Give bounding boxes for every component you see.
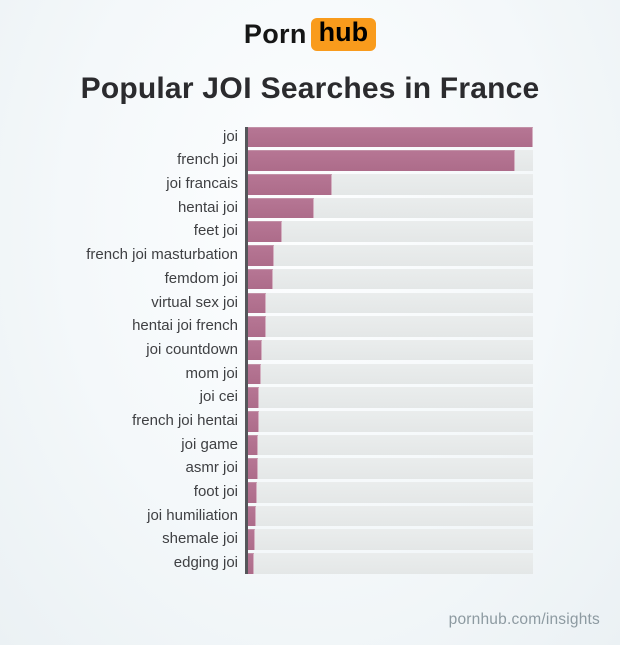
bar (248, 268, 274, 290)
bar-label: hentai joi (177, 198, 238, 216)
bar-track (248, 292, 533, 314)
bar (248, 245, 275, 266)
chart-row: mom joi (0, 363, 620, 385)
chart-row: joi game (0, 434, 620, 456)
chart-row: femdom joi (0, 268, 620, 290)
bar (248, 553, 255, 574)
bar (248, 316, 266, 337)
bar-label: asmr joi (185, 459, 238, 477)
title-suffix: Searches in France (252, 71, 540, 105)
bar-track (248, 197, 533, 219)
bar (248, 529, 256, 550)
chart-row: joi cei (0, 387, 620, 408)
bar-chart: joi french joi joi francais hentai joi feet … (0, 126, 620, 574)
chart-rows: joi french joi joi francais hentai joi feet … (0, 126, 620, 574)
bar-track (248, 126, 533, 148)
bar-track (248, 316, 533, 337)
bar-label: edging joi (173, 554, 238, 572)
bar-label: joi (222, 127, 238, 145)
title-highlight: JOI (202, 71, 253, 105)
bar-label: french joi hentai (132, 411, 238, 429)
bar-label: mom joi (185, 364, 238, 382)
bar-label: virtual sex joi (151, 293, 238, 311)
bar (248, 505, 257, 527)
bar-label: feet joi (193, 222, 238, 240)
bar-track (248, 553, 533, 574)
chart-row: joi humiliation (0, 505, 620, 527)
chart-row: french joi hentai (0, 410, 620, 432)
chart-row: french joi masturbation (0, 245, 620, 266)
chart-row: french joi (0, 150, 620, 171)
chart-row: hentai joi french (0, 316, 620, 337)
bar-track (248, 150, 533, 171)
insights-url: pornhub.com/insights (448, 611, 600, 628)
bar (248, 339, 262, 361)
bar-track (248, 363, 533, 385)
bar-track (248, 458, 533, 479)
bar-label: foot joi (193, 483, 238, 500)
bar-label: femdom joi (164, 269, 238, 287)
logo-text-hub-badge: hub (310, 17, 377, 51)
bar-label: joi cei (199, 388, 238, 406)
logo-text-porn: Porn (243, 18, 307, 49)
chart-row: joi countdown (0, 339, 620, 361)
chart-row: asmr joi (0, 458, 620, 479)
bar-track (248, 410, 533, 432)
bar-track (248, 245, 533, 266)
page-title: Popular JOI Searches in France (0, 71, 620, 107)
bar-label: shemale joi (162, 530, 238, 548)
bar-label: french joi masturbation (86, 246, 238, 264)
bar (248, 410, 259, 432)
pornhub-logo: Porn hub (0, 0, 620, 51)
chart-row: shemale joi (0, 529, 620, 550)
chart-row: joi (0, 126, 620, 148)
chart-row: feet joi (0, 221, 620, 243)
bar-label: hentai joi french (132, 317, 238, 335)
bar-track (248, 387, 533, 408)
bar (248, 292, 267, 314)
bar-label: joi francais (166, 175, 238, 193)
bar (248, 363, 262, 385)
bar-track (248, 482, 533, 503)
bar (248, 126, 533, 148)
chart-row: foot joi (0, 482, 620, 503)
bar-track (248, 339, 533, 361)
bar-label: joi humiliation (147, 506, 238, 524)
bar-label: joi countdown (146, 340, 238, 358)
bar-track (248, 529, 533, 550)
bar (248, 387, 259, 408)
chart-row: virtual sex joi (0, 292, 620, 314)
bar (248, 458, 258, 479)
bar (248, 221, 283, 243)
chart-row: joi francais (0, 174, 620, 195)
bar (248, 197, 315, 219)
bar-track (248, 434, 533, 456)
y-axis-line (245, 126, 248, 574)
bar-track (248, 221, 533, 243)
bar (248, 150, 515, 171)
title-prefix: Popular (80, 71, 203, 105)
bar-label: joi game (181, 435, 238, 453)
bar-track (248, 174, 533, 195)
bar-label: french joi (177, 151, 238, 169)
chart-row: edging joi (0, 553, 620, 574)
bar (248, 482, 257, 503)
chart-row: hentai joi (0, 197, 620, 219)
bar-track (248, 505, 533, 527)
bar (248, 434, 259, 456)
bar (248, 174, 332, 195)
bar-track (248, 268, 533, 290)
